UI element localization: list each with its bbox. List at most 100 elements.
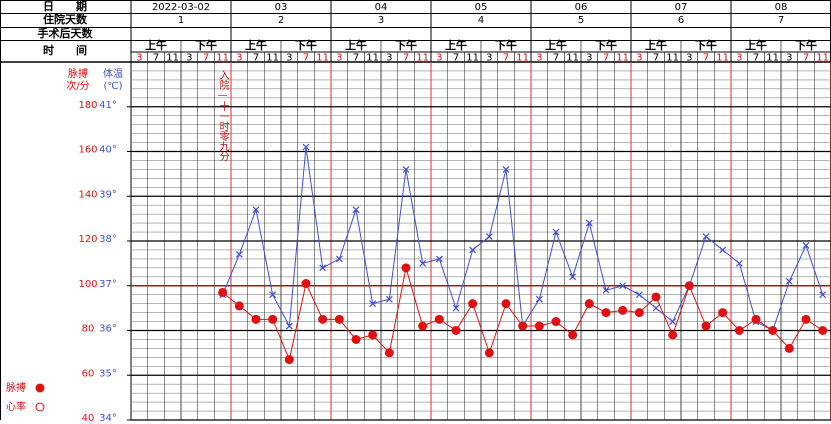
series-line — [222, 146, 824, 332]
am-label: 上午 — [245, 38, 267, 52]
time-label: 7 — [553, 53, 559, 64]
legend-label: 脉搏 — [6, 381, 26, 394]
pulse-point — [434, 314, 444, 324]
time-label: 7 — [403, 53, 409, 64]
pulse-point — [351, 334, 361, 344]
pulse-point — [818, 326, 828, 335]
pulse-point — [751, 314, 761, 324]
temp-point — [802, 242, 810, 249]
hospital-day: 4 — [478, 15, 484, 26]
time-label: 11 — [666, 53, 679, 64]
y2-tick-label: 38° — [99, 234, 117, 245]
date: 04 — [375, 2, 388, 13]
pm-label: 下午 — [695, 38, 717, 52]
time-label: 11 — [566, 53, 579, 64]
temp-point — [385, 295, 393, 303]
time-label: 7 — [453, 53, 459, 64]
time-label: 7 — [153, 53, 159, 64]
pulse-point — [684, 281, 694, 291]
temp-point — [535, 295, 543, 303]
temp-point — [735, 259, 743, 267]
pulse-point — [601, 308, 611, 318]
y2-tick-label: 40° — [99, 145, 117, 156]
temp-point — [352, 206, 360, 214]
pulse-point — [284, 355, 294, 365]
time-label: 11 — [316, 53, 329, 64]
temp-point — [585, 219, 593, 227]
y2-tick-label: 37° — [99, 279, 117, 290]
time-label: 3 — [686, 53, 692, 64]
time-label: 7 — [653, 53, 659, 64]
pulse-point — [618, 305, 628, 315]
temp-point — [285, 322, 293, 330]
annotation: 入院—十一时零九分 — [217, 70, 229, 162]
am-label: 上午 — [645, 38, 667, 52]
hospital-day: 7 — [778, 15, 784, 26]
y2-tick-label: 34° — [99, 413, 117, 424]
time-label: 7 — [253, 53, 259, 64]
pulse-point — [668, 330, 678, 340]
time-label: 11 — [366, 53, 379, 64]
temp-point — [819, 291, 827, 299]
temp-point — [452, 304, 460, 312]
pulse-point — [718, 308, 728, 318]
time-label: 11 — [516, 53, 529, 64]
date: 06 — [575, 2, 588, 13]
header-label: 时 间 — [43, 43, 87, 57]
pulse-point — [401, 263, 411, 273]
am-label: 上午 — [745, 38, 767, 52]
hospital-day: 2 — [278, 15, 284, 26]
pulse-point — [301, 279, 311, 289]
temp-point — [469, 246, 477, 254]
y-tick-label: 120 — [78, 234, 97, 245]
y2-axis-title: (℃) — [103, 81, 122, 92]
y-tick-label: 80 — [82, 324, 95, 335]
temp-point — [502, 165, 510, 173]
temp-point — [419, 259, 427, 267]
pulse-point — [268, 314, 278, 324]
y-tick-label: 60 — [82, 368, 95, 379]
pulse-point — [368, 330, 378, 340]
hospital-day: 1 — [178, 15, 184, 26]
hospital-day: 5 — [578, 15, 584, 26]
time-label: 11 — [766, 53, 779, 64]
pulse-point — [801, 314, 811, 324]
pulse-point — [551, 317, 561, 327]
temp-point — [702, 233, 710, 240]
temp-point — [369, 300, 377, 308]
am-label: 上午 — [445, 38, 467, 52]
pulse-point — [734, 326, 744, 335]
hospital-day: 3 — [378, 15, 384, 26]
pulse-point — [484, 348, 494, 358]
time-label: 7 — [703, 53, 709, 64]
pm-label: 下午 — [495, 38, 517, 52]
time-label: 3 — [136, 53, 142, 64]
pm-label: 下午 — [395, 38, 417, 52]
time-label: 3 — [486, 53, 492, 64]
temp-point — [619, 282, 627, 290]
pulse-point — [251, 314, 261, 324]
time-label: 3 — [286, 53, 292, 64]
temp-point — [269, 291, 277, 299]
temp-point — [569, 273, 577, 281]
pulse-point — [451, 326, 461, 335]
pulse-point — [418, 321, 428, 331]
y2-tick-label: 41° — [99, 100, 117, 111]
time-label: 11 — [266, 53, 279, 64]
pm-label: 下午 — [595, 38, 617, 52]
temp-point — [669, 318, 677, 325]
series-line — [222, 267, 823, 362]
temp-point — [335, 255, 343, 263]
time-label: 3 — [636, 53, 642, 64]
time-label: 11 — [416, 53, 429, 64]
y2-tick-label: 35° — [99, 368, 117, 379]
time-label: 11 — [616, 53, 629, 64]
pulse-point — [318, 314, 328, 324]
time-label: 3 — [736, 53, 742, 64]
time-label: 11 — [466, 53, 479, 64]
temp-point — [435, 255, 443, 263]
date: 07 — [675, 2, 688, 13]
temp-point — [602, 286, 610, 294]
time-label: 3 — [786, 53, 792, 64]
time-label: 7 — [203, 53, 209, 64]
